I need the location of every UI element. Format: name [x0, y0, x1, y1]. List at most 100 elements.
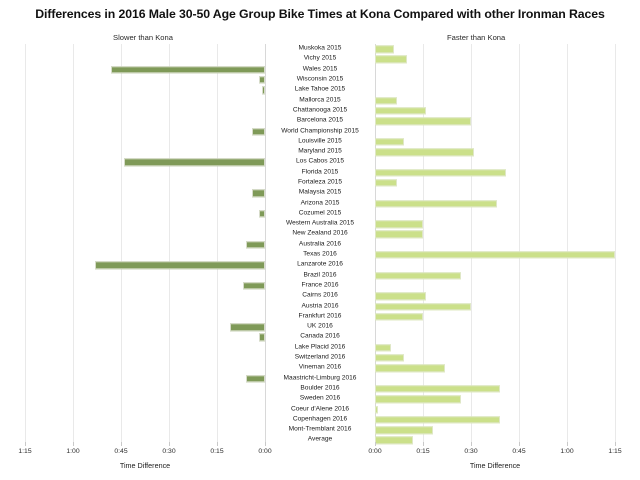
category-label: Sweden 2016 [299, 394, 341, 402]
x-axis-slower: 1:15 1:00 0:45 0:30 0:15 0:00 [18, 442, 272, 460]
x-tick-label: 0:30 [464, 448, 478, 455]
tick-mark [217, 442, 218, 446]
chart-row: Lake Tahoe 2015 [0, 85, 640, 95]
chart-row: World Championship 2015 [0, 126, 640, 136]
tick-mark [615, 442, 616, 446]
bar-faster [375, 364, 446, 373]
category-label: Vichy 2015 [303, 55, 337, 63]
category-label: Maryland 2015 [298, 147, 342, 155]
chart-row: Barcelona 2015 [0, 116, 640, 126]
category-label: Florida 2015 [301, 168, 339, 176]
gridline [169, 44, 170, 446]
category-label: Texas 2016 [303, 250, 337, 258]
gridline [615, 44, 616, 446]
category-label: Brazil 2016 [303, 271, 337, 279]
tick-mark [265, 442, 266, 446]
category-label: Wisconsin 2015 [296, 75, 344, 83]
chart-row: Lake Placid 2016 [0, 343, 640, 353]
x-tick-label: 0:45 [114, 448, 128, 455]
chart-row: Arizona 2015 [0, 198, 640, 208]
category-label: Cozumel 2015 [298, 209, 342, 217]
bar-faster [375, 416, 500, 424]
panel-header-faster: Faster than Kona [447, 33, 506, 42]
bar-slower [258, 76, 265, 84]
bar-faster [375, 405, 379, 414]
bar-faster [375, 292, 427, 300]
bar-faster [375, 117, 471, 125]
gridline [471, 44, 472, 446]
chart-row: Cozumel 2015 [0, 209, 640, 219]
x-axis-faster: 0:00 0:15 0:30 0:45 1:00 1:15 [368, 442, 622, 460]
x-tick-label: 1:15 [608, 448, 622, 455]
x-tick-label: 0:15 [210, 448, 224, 455]
gridline [519, 44, 520, 446]
chart-row: Chattanooga 2015 [0, 106, 640, 116]
x-tick-label: 1:15 [18, 448, 32, 455]
x-axis-label-slower: Time Difference [119, 461, 171, 470]
chart-row: Maryland 2015 [0, 147, 640, 157]
category-label: Average [307, 436, 333, 444]
chart-row: Florida 2015 [0, 168, 640, 178]
gridline [423, 44, 424, 446]
chart-row: Mont-Tremblant 2016 [0, 425, 640, 435]
category-label: Louisville 2015 [298, 137, 342, 145]
bar-faster [375, 55, 407, 64]
x-tick-label: 1:00 [560, 448, 574, 455]
tick-mark [73, 442, 74, 446]
category-label: Coeur d'Alene 2016 [290, 405, 350, 413]
plot-panel-faster [375, 44, 616, 446]
bar-rows: Muskoka 2015 Vichy 2015 Wales 2015 Wisconsi… [0, 44, 640, 446]
x-tick-label: 0:45 [512, 448, 526, 455]
chart-row: Fortaleza 2015 [0, 178, 640, 188]
bar-faster [375, 199, 497, 208]
bar-faster [375, 385, 500, 393]
category-label: Western Australia 2015 [285, 219, 355, 227]
bar-faster [375, 220, 423, 228]
x-tick-label: 1:00 [66, 448, 80, 455]
bar-faster [375, 302, 471, 311]
bar-faster [375, 45, 395, 53]
category-label: Arizona 2015 [300, 199, 340, 207]
chart-row: Boulder 2016 [0, 384, 640, 394]
chart-title: Differences in 2016 Male 30-50 Age Group… [35, 7, 605, 21]
tick-mark [169, 442, 170, 446]
bar-faster [375, 271, 462, 280]
chart-row: Louisville 2015 [0, 137, 640, 147]
bar-faster [375, 230, 423, 239]
bar-faster [375, 179, 398, 187]
category-label: Maastricht-Limburg 2016 [283, 374, 357, 382]
category-label: Canada 2016 [300, 333, 340, 341]
chart-row: Maastricht-Limburg 2016 [0, 374, 640, 384]
bar-faster [375, 313, 423, 321]
bar-faster [375, 148, 475, 156]
chart-row: Texas 2016 [0, 250, 640, 260]
chart-row: Cairns 2016 [0, 291, 640, 301]
chart-row: Coeur d'Alene 2016 [0, 404, 640, 414]
category-label: Barcelona 2015 [296, 116, 344, 124]
tick-mark [25, 442, 26, 446]
bar-faster [375, 354, 404, 362]
bar-faster [375, 344, 391, 352]
chart-row: Austria 2016 [0, 301, 640, 311]
x-tick-label: 0:00 [368, 448, 382, 455]
bar-faster [375, 96, 398, 105]
gridline [121, 44, 122, 446]
bar-slower [229, 323, 265, 331]
chart-row: UK 2016 [0, 322, 640, 332]
bar-slower [242, 282, 265, 290]
category-label: Mont-Tremblant 2016 [288, 425, 352, 433]
bar-slower [111, 66, 265, 74]
tick-mark [375, 442, 376, 446]
category-label: Mallorca 2015 [299, 96, 341, 104]
category-label: Lake Placid 2016 [294, 343, 346, 351]
bar-slower [95, 261, 265, 270]
bar-faster [375, 251, 615, 259]
gridline [25, 44, 26, 446]
category-label: Chattanooga 2015 [292, 106, 348, 114]
tick-mark [471, 442, 472, 446]
chart-row: Copenhagen 2016 [0, 415, 640, 425]
plot-panel-slower [25, 44, 266, 446]
category-label: Lanzarote 2016 [297, 261, 343, 269]
panel-header-slower: Slower than Kona [113, 33, 173, 42]
chart-row: Wales 2015 [0, 65, 640, 75]
